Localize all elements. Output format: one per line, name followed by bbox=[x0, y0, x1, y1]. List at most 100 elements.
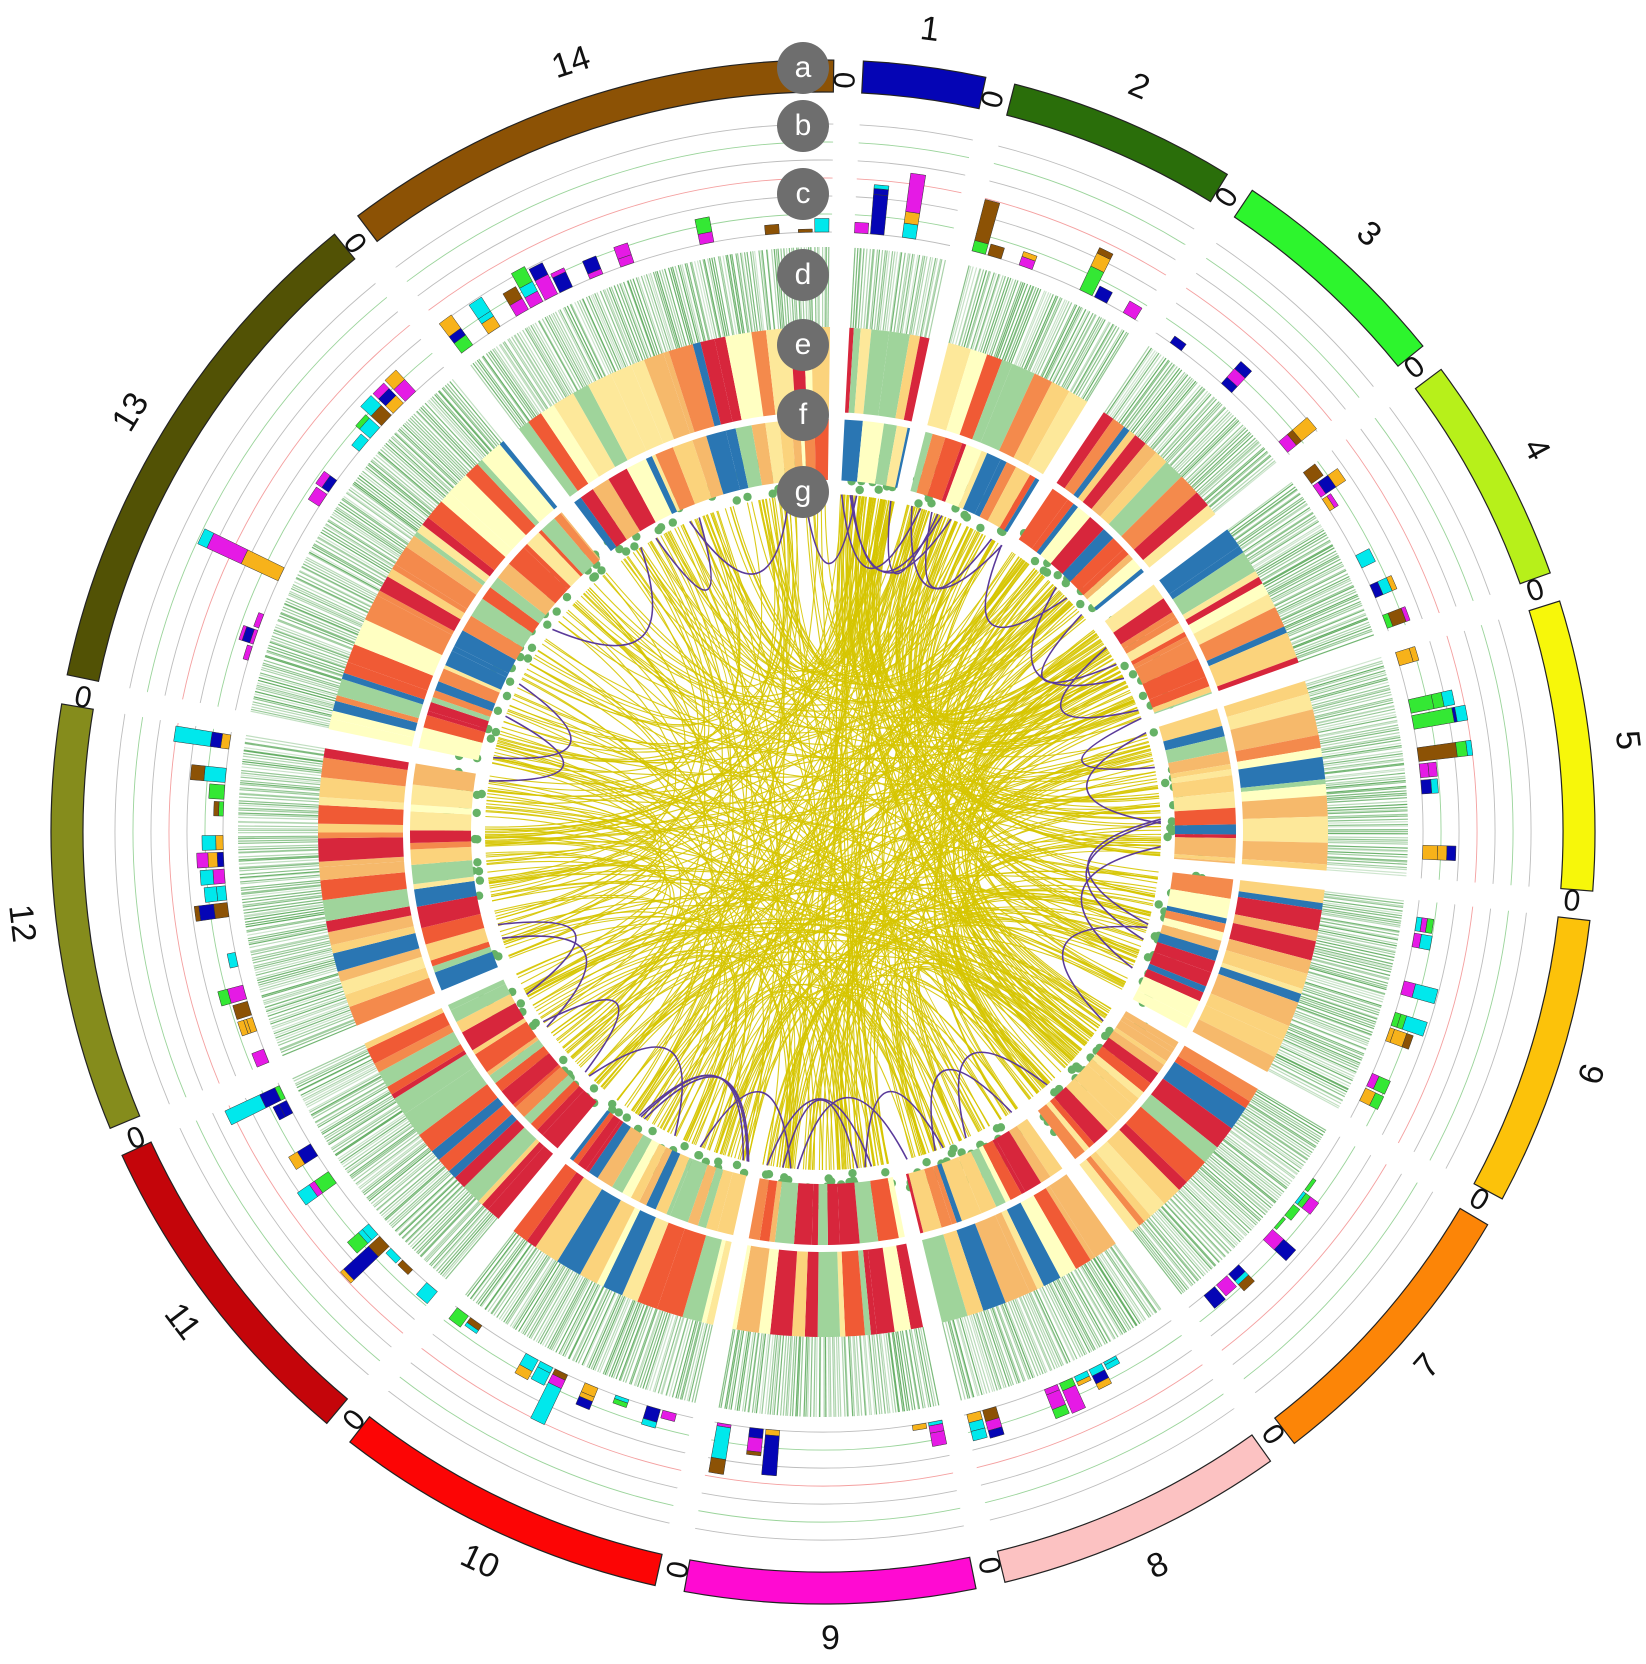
density-tick bbox=[277, 620, 353, 651]
density-tick bbox=[1237, 1119, 1304, 1166]
density-tick bbox=[238, 800, 319, 806]
density-tick bbox=[259, 674, 337, 697]
heatmap-cell bbox=[454, 1119, 525, 1188]
density-tick bbox=[546, 315, 586, 387]
density-tick bbox=[1202, 1164, 1264, 1219]
density-tick bbox=[1161, 1205, 1217, 1266]
density-tick bbox=[394, 1176, 455, 1232]
density-tick bbox=[1041, 304, 1078, 378]
density-tick bbox=[413, 413, 471, 472]
density-tick bbox=[1170, 1198, 1226, 1257]
scatter-dot bbox=[1163, 832, 1172, 842]
density-tick bbox=[337, 1113, 405, 1160]
density-tick bbox=[296, 1052, 370, 1089]
density-tick bbox=[984, 277, 1012, 354]
chromosome-1-zero-label: 0 bbox=[828, 71, 862, 89]
heatmap-cell bbox=[1086, 1155, 1145, 1226]
synteny-link bbox=[589, 535, 728, 699]
density-tick bbox=[1308, 971, 1386, 995]
scatter-dot bbox=[1154, 900, 1163, 909]
density-tick bbox=[657, 1316, 682, 1394]
density-tick bbox=[566, 305, 603, 379]
density-tick bbox=[334, 509, 402, 555]
density-tick bbox=[989, 1308, 1018, 1385]
scatter-dot bbox=[654, 525, 663, 535]
density-tick bbox=[241, 884, 321, 894]
density-tick bbox=[1327, 848, 1408, 853]
histogram-bar bbox=[1407, 694, 1435, 714]
density-tick bbox=[884, 251, 896, 331]
density-tick bbox=[970, 1314, 996, 1392]
heatmap-cell bbox=[328, 915, 414, 946]
density-tick bbox=[1146, 1219, 1199, 1282]
density-tick bbox=[925, 259, 943, 338]
scatter-dot bbox=[597, 566, 606, 575]
histogram-bar bbox=[1454, 704, 1469, 723]
density-tick bbox=[328, 519, 397, 563]
density-tick bbox=[1249, 519, 1319, 564]
heatmap-cell bbox=[328, 718, 414, 747]
track-badge-e-label: e bbox=[795, 328, 812, 361]
density-tick bbox=[1278, 579, 1352, 616]
synteny-link bbox=[564, 752, 1152, 1052]
heatmap-cell bbox=[1050, 517, 1104, 574]
density-tick bbox=[691, 1324, 711, 1403]
density-tick bbox=[238, 804, 319, 810]
density-tick bbox=[1073, 324, 1115, 395]
histogram-gridline bbox=[195, 1120, 381, 1362]
scatter-dot bbox=[470, 834, 480, 844]
scatter-dot bbox=[1138, 691, 1148, 701]
heatmap-cell bbox=[1132, 990, 1192, 1029]
heatmap-cell bbox=[1174, 834, 1236, 839]
density-tick bbox=[1196, 1170, 1257, 1226]
heatmap-cell bbox=[518, 421, 578, 497]
density-tick bbox=[1023, 295, 1057, 370]
density-tick bbox=[1304, 656, 1382, 682]
chromosome-14-label: 14 bbox=[547, 38, 595, 86]
density-tick bbox=[873, 1334, 883, 1415]
density-tick bbox=[238, 844, 319, 848]
chromosome-3-label: 3 bbox=[1349, 213, 1389, 254]
density-tick bbox=[254, 950, 333, 971]
density-tick bbox=[564, 306, 601, 380]
density-tick bbox=[1193, 1173, 1254, 1230]
synteny-link bbox=[639, 547, 951, 1146]
density-tick bbox=[904, 1330, 920, 1410]
highlighted-link bbox=[910, 505, 1003, 590]
density-tick bbox=[632, 278, 660, 355]
density-tick bbox=[492, 348, 539, 416]
synteny-link bbox=[498, 571, 1039, 764]
heatmap-cell bbox=[538, 529, 584, 577]
density-tick bbox=[283, 603, 359, 636]
density-tick bbox=[378, 451, 440, 505]
histogram-bar bbox=[1301, 1196, 1320, 1215]
density-tick bbox=[899, 1330, 914, 1411]
synteny-link bbox=[587, 844, 1161, 1076]
density-tick bbox=[863, 248, 871, 329]
density-tick bbox=[282, 1024, 357, 1057]
heatmap-cell bbox=[409, 830, 472, 844]
heatmap-cell bbox=[1119, 1123, 1187, 1190]
density-tick bbox=[1240, 502, 1308, 549]
density-tick bbox=[1286, 1031, 1361, 1064]
density-tick bbox=[825, 246, 828, 328]
density-tick bbox=[418, 408, 475, 468]
histogram-bar bbox=[1465, 739, 1474, 757]
density-tick bbox=[983, 1310, 1010, 1387]
heatmap-track-inner bbox=[409, 419, 1236, 1246]
synteny-link bbox=[529, 663, 1136, 759]
highlighted-link bbox=[851, 495, 943, 573]
density-tick bbox=[694, 1324, 713, 1403]
density-tick bbox=[407, 1187, 466, 1246]
heatmap-cell bbox=[379, 576, 461, 632]
density-tick bbox=[350, 1129, 416, 1178]
density-tick bbox=[332, 511, 401, 557]
density-tick bbox=[610, 286, 641, 362]
density-tick bbox=[991, 1307, 1020, 1384]
histogram-gridline bbox=[714, 1419, 943, 1433]
synteny-link bbox=[804, 494, 985, 1130]
density-tick bbox=[1160, 397, 1216, 458]
heatmap-cell bbox=[438, 668, 500, 704]
heatmap-cell bbox=[1233, 914, 1319, 942]
density-tick bbox=[469, 1234, 520, 1300]
